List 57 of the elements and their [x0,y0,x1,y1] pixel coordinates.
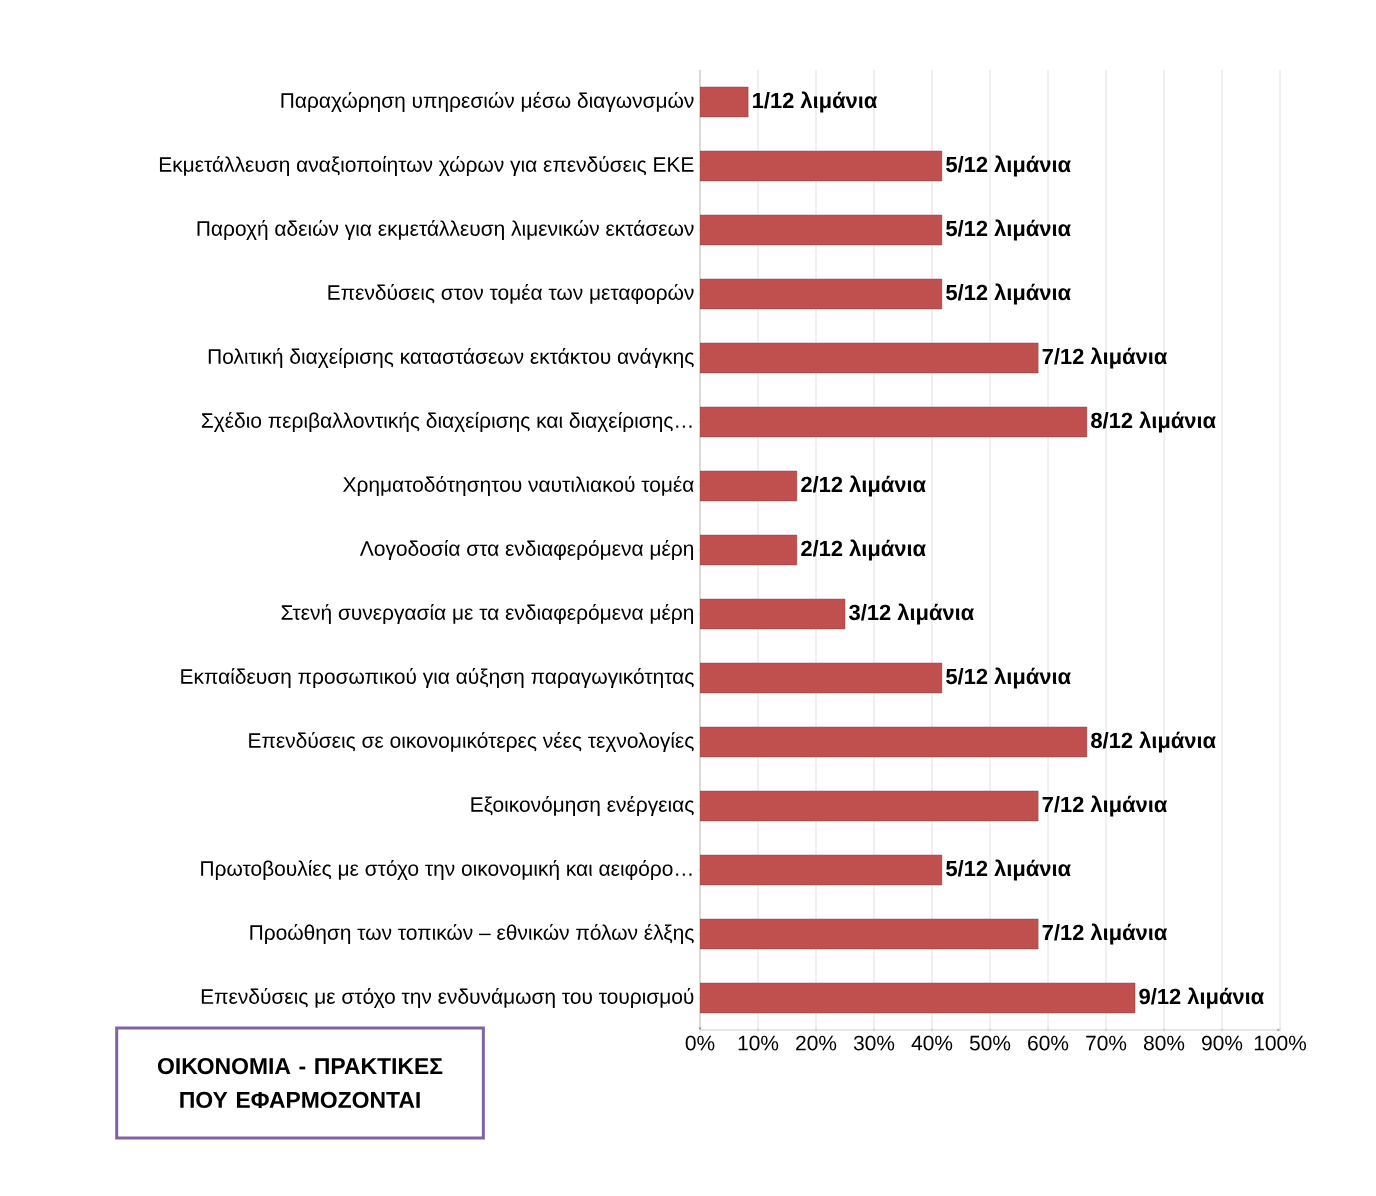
x-tick-label: 80% [1143,1035,1185,1051]
x-tick-label: 40% [911,1035,953,1051]
bar [700,854,943,886]
data-label: 2/12 λιμάνια [801,475,926,497]
data-label: 5/12 λιμάνια [946,219,1071,241]
x-tick-label: 90% [1202,1035,1243,1051]
bar [700,150,943,182]
y-tick-label: Προώθηση των τοπικών – εθνικών πόλων έλξης [250,923,694,945]
data-label: 8/12 λιμάνια [1091,411,1216,433]
bar [700,278,943,310]
y-tick-label: Επενδύσεις σε οικονομικότερες νέες τεχνολογίες [249,731,694,753]
y-tick-label: Παροχή αδειών για εκμετάλλευση λιμενικών εκτάσεων [197,219,694,241]
data-label: 5/12 λιμάνια [946,859,1071,881]
bar [700,342,1039,374]
y-tick-label: Πολιτική διαχείρισης καταστάσεων εκτάκτου ανάγκης [208,347,694,369]
x-tick-label: 0% [685,1035,715,1051]
data-label: 1/12 λιμάνια [753,91,878,113]
x-tick-label: 50% [969,1035,1011,1051]
y-tick-label: Επενδύσεις στον τομέα των μεταφορών [328,283,694,305]
y-tick-label: Εκπαίδευση προσωπικού για αύξηση παραγωγικότητας [181,667,694,689]
bar [700,86,749,118]
data-label: 5/12 λιμάνια [946,155,1071,177]
bar [700,214,943,246]
data-label: 9/12 λιμάνια [1139,987,1264,1009]
y-tick-label: Εκμετάλλευση αναξιοποίητων χώρων για επενδύσεις ΕΚΕ [159,155,694,177]
data-label: 7/12 λιμάνια [1042,923,1168,945]
x-tick-label: 100% [1254,1035,1307,1051]
data-label: 2/12 λιμάνια [801,539,926,561]
data-label: 7/12 λιμάνια [1042,795,1168,817]
data-label: 5/12 λιμάνια [946,667,1071,689]
data-label: 8/12 λιμάνια [1091,731,1216,753]
bar [700,726,1088,758]
y-tick-label: Χρηματοδότησητου ναυτιλιακού τομέα [343,475,694,497]
x-tick-label: 70% [1086,1035,1127,1051]
y-tick-label: Επενδύσεις με στόχο την ενδυνάμωση του τουρισμού [201,987,694,1009]
bar [700,790,1039,822]
bar [700,406,1088,438]
y-tick-label: Πρωτοβουλίες με στόχο την οικονομική και αειφόρο… [201,859,692,881]
data-label: 7/12 λιμάνια [1042,347,1168,369]
bar [700,662,943,694]
x-tick-label: 60% [1028,1035,1069,1051]
bar [700,598,846,630]
y-tick-label: Στενή συνεργασία με τα ενδιαφερόμενα μέρη [281,603,693,625]
data-label: 3/12 λιμάνια [849,603,974,625]
bar [700,534,798,566]
bar [700,470,798,502]
y-tick-label: Παραχώρηση υπηρεσιών μέσω διαγωνσμών [281,91,694,113]
y-tick-label: Εξοικονόμηση ενέργειας [471,795,694,817]
data-label: 5/12 λιμάνια [946,283,1071,305]
x-tick-label: 10% [738,1035,779,1051]
y-tick-label: Λογοδοσία στα ενδιαφερόμενα μέρη [359,539,693,561]
bar [700,982,1136,1014]
text: ΟΙΚΟΝΟΜΙΑ - ΠΡΑΚΤΙΚΕΣ ΠΟΥ ΕΦΑΡΜΟΖΟΝΤΑΙ [157,1057,443,1109]
y-tick-label: Σχέδιο περιβαλλοντικής διαχείρισης και διαχείρισης… [201,411,692,433]
x-tick-label: 30% [853,1035,895,1051]
bar [700,918,1039,950]
x-tick-label: 20% [796,1035,837,1051]
